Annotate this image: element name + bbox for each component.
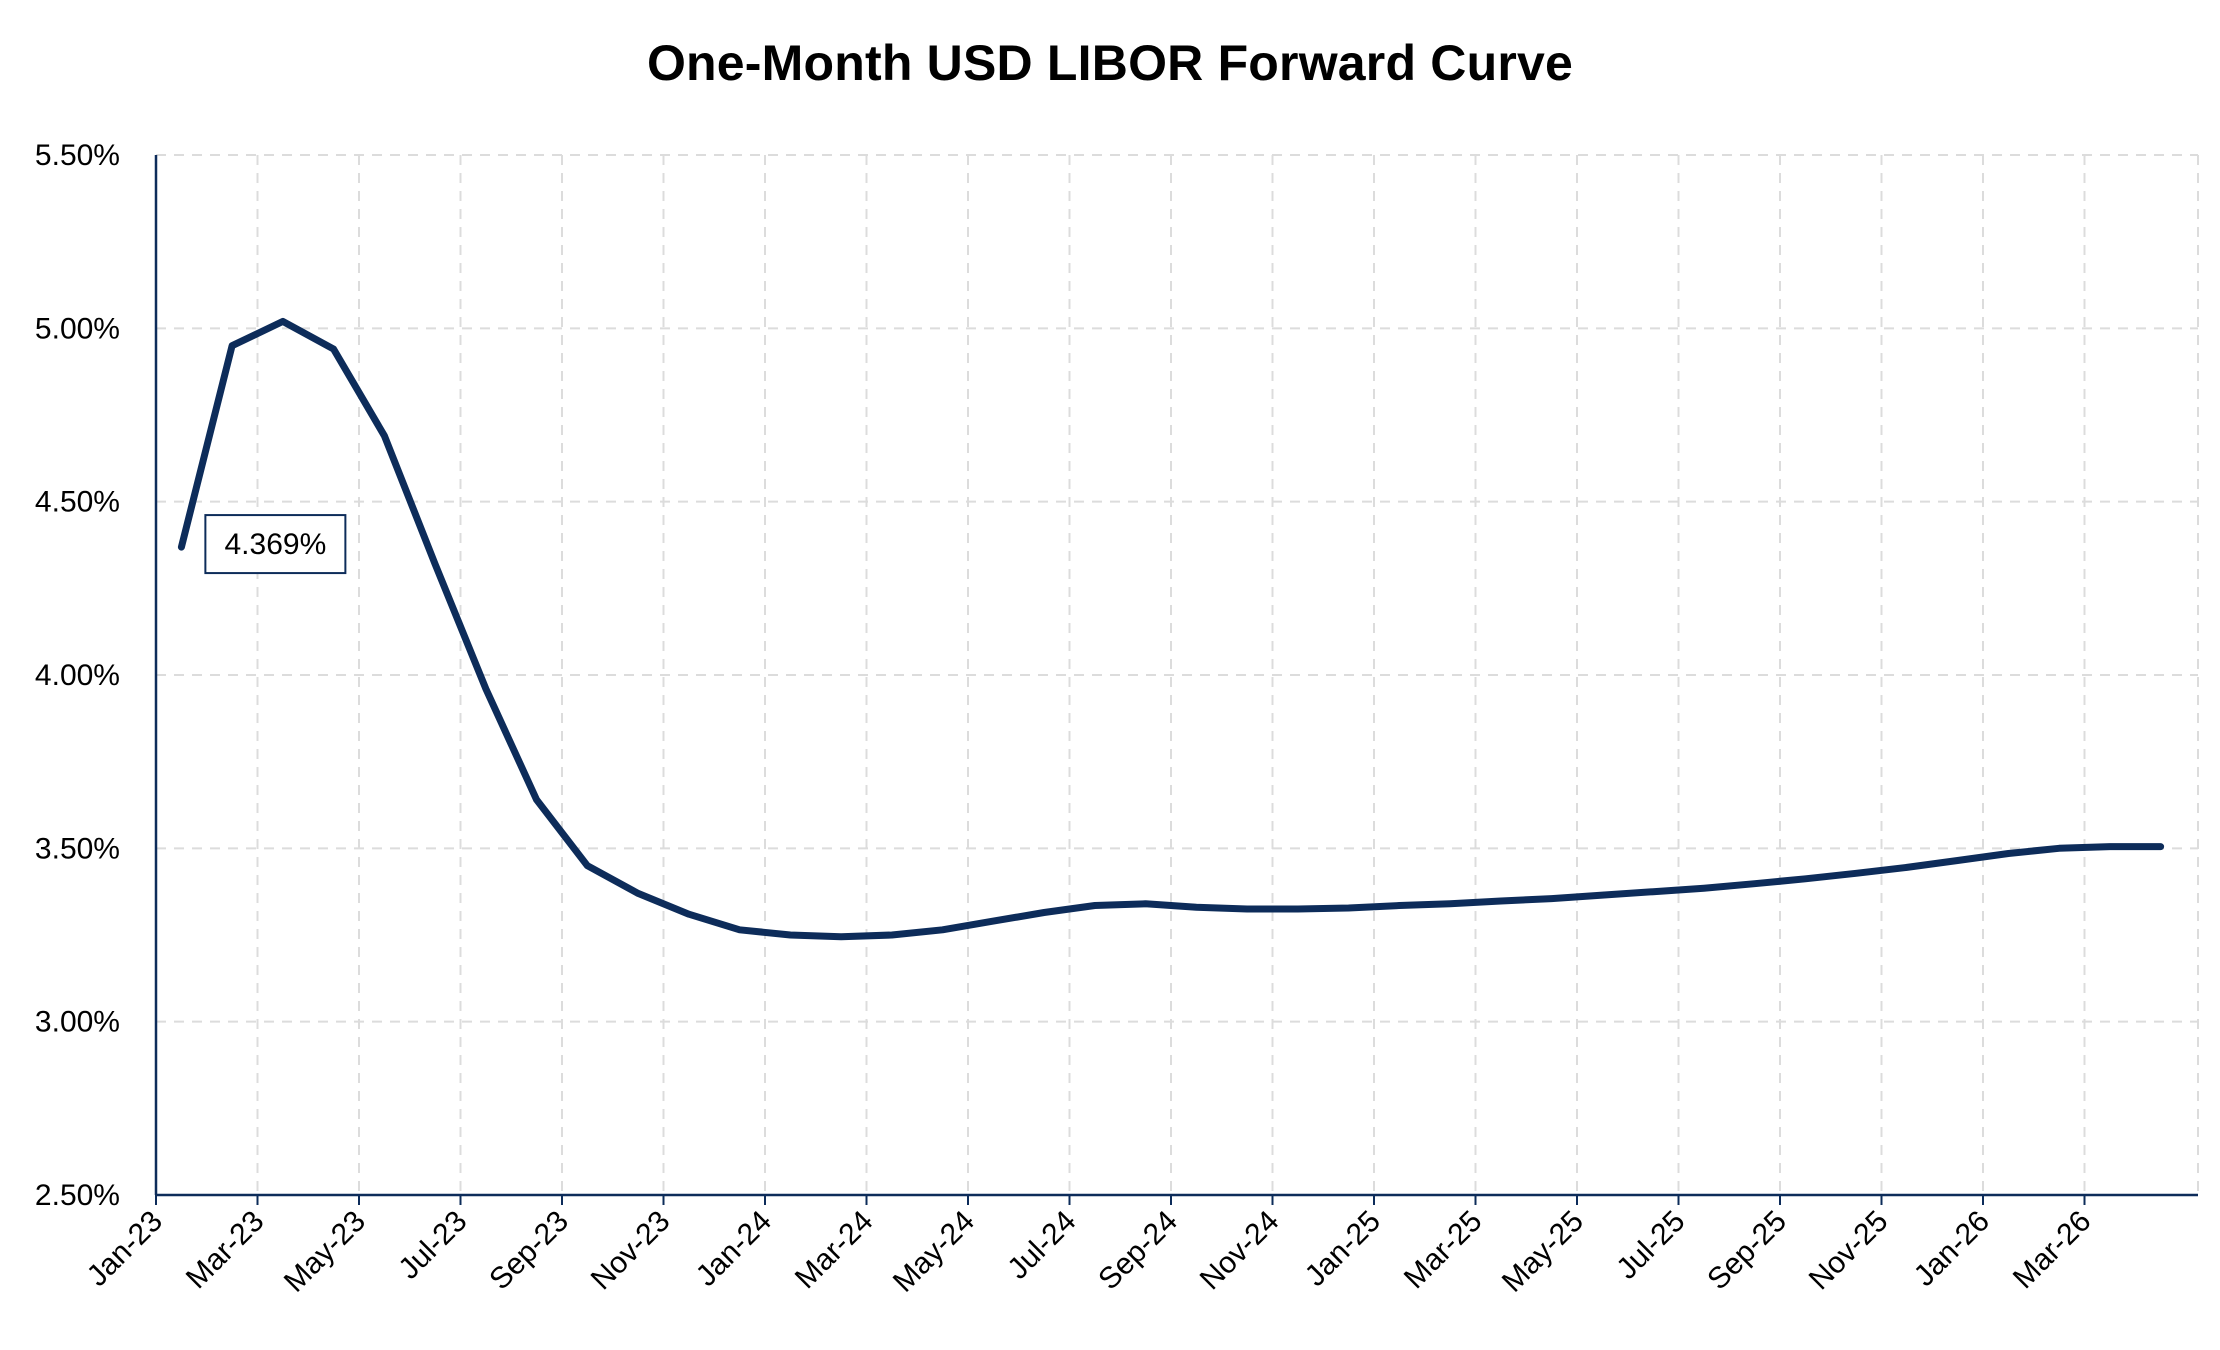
y-tick-label: 5.50% — [35, 139, 120, 172]
x-tick-label: May-24 — [887, 1205, 981, 1299]
x-tick-label: Jan-26 — [1908, 1205, 1996, 1293]
x-tick-label: Mar-26 — [2007, 1205, 2098, 1296]
y-tick-label: 4.00% — [35, 659, 120, 692]
chart-title: One-Month USD LIBOR Forward Curve — [646, 35, 1574, 91]
y-tick-label: 5.00% — [35, 312, 120, 345]
y-tick-label: 3.00% — [35, 1006, 120, 1039]
x-tick-label: Mar-24 — [789, 1205, 880, 1296]
x-tick-label: Sep-23 — [483, 1205, 575, 1297]
x-tick-label: Sep-25 — [1701, 1205, 1793, 1297]
labels: 2.50% 3.00% 3.50% 4.00% 4.50% 5.00% 5.50% Jan-2… — [35, 139, 2098, 1299]
y-tick-label: 4.50% — [35, 486, 120, 519]
x-tick-label: Mar-25 — [1398, 1205, 1489, 1296]
x-tick-label: Nov-24 — [1194, 1205, 1286, 1297]
y-tick-label: 3.50% — [35, 832, 120, 865]
series — [177, 317, 2165, 941]
x-tick-label: May-23 — [278, 1205, 372, 1299]
x-tick-label: Jan-24 — [690, 1205, 778, 1293]
data-label-box — [204, 514, 347, 575]
x-tick-label: Jul-25 — [1610, 1205, 1691, 1286]
series-line — [177, 317, 2165, 941]
x-tick-label: May-25 — [1496, 1205, 1590, 1299]
x-tick-label: Mar-23 — [180, 1205, 271, 1296]
x-tick-label: Jul-24 — [1001, 1205, 1082, 1286]
x-tick-label: Jan-23 — [81, 1205, 169, 1293]
x-tick-label: Nov-25 — [1803, 1205, 1895, 1297]
x-tick-label: Jul-23 — [392, 1205, 473, 1286]
data-label: 4.369% — [225, 528, 327, 561]
x-tick-label: Nov-23 — [585, 1205, 677, 1297]
x-tick-label: Sep-24 — [1092, 1205, 1184, 1297]
y-tick-label: 2.50% — [35, 1179, 120, 1212]
x-tick-label: Jan-25 — [1299, 1205, 1387, 1293]
grid — [156, 154, 2199, 1195]
axes — [154, 155, 2198, 1205]
